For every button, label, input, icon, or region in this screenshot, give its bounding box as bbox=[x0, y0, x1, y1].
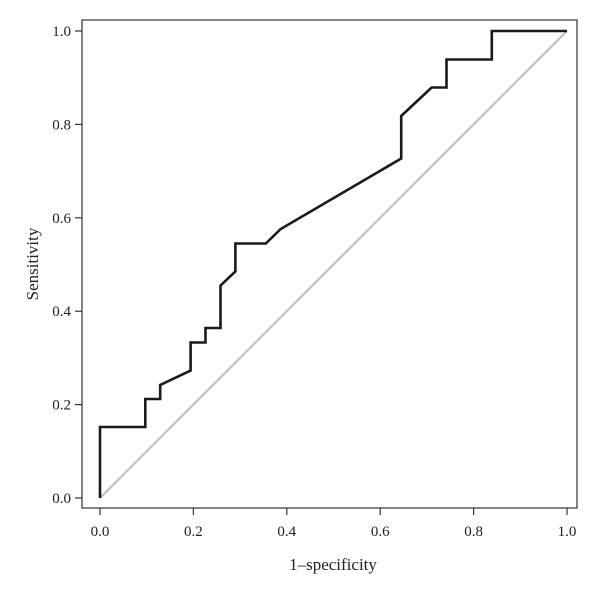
x-axis-title: 1–specificity bbox=[289, 555, 377, 574]
y-tick-label: 1.0 bbox=[52, 24, 71, 40]
x-axis: 0.0 0.2 0.4 0.6 0.8 1.0 bbox=[91, 508, 577, 540]
x-tick-label: 0.8 bbox=[464, 524, 483, 540]
series-layer bbox=[98, 29, 568, 499]
y-tick-label: 0.0 bbox=[52, 491, 71, 507]
reference-diagonal-line bbox=[99, 30, 568, 499]
y-tick-label: 0.4 bbox=[52, 304, 71, 320]
y-axis: 0.0 0.2 0.4 0.6 0.8 1.0 bbox=[52, 24, 82, 507]
x-tick-label: 0.6 bbox=[371, 524, 390, 540]
x-tick-label: 0.4 bbox=[277, 524, 296, 540]
x-tick-label: 1.0 bbox=[558, 524, 577, 540]
roc-curve-line bbox=[98, 29, 567, 498]
y-tick-label: 0.8 bbox=[52, 117, 71, 133]
y-tick-label: 0.6 bbox=[52, 211, 71, 227]
x-tick-label: 0.0 bbox=[91, 524, 110, 540]
plot-frame bbox=[81, 19, 578, 509]
x-tick-label: 0.2 bbox=[184, 524, 203, 540]
y-axis-title: Sensitivity bbox=[23, 227, 42, 300]
y-tick-label: 0.2 bbox=[52, 398, 71, 414]
